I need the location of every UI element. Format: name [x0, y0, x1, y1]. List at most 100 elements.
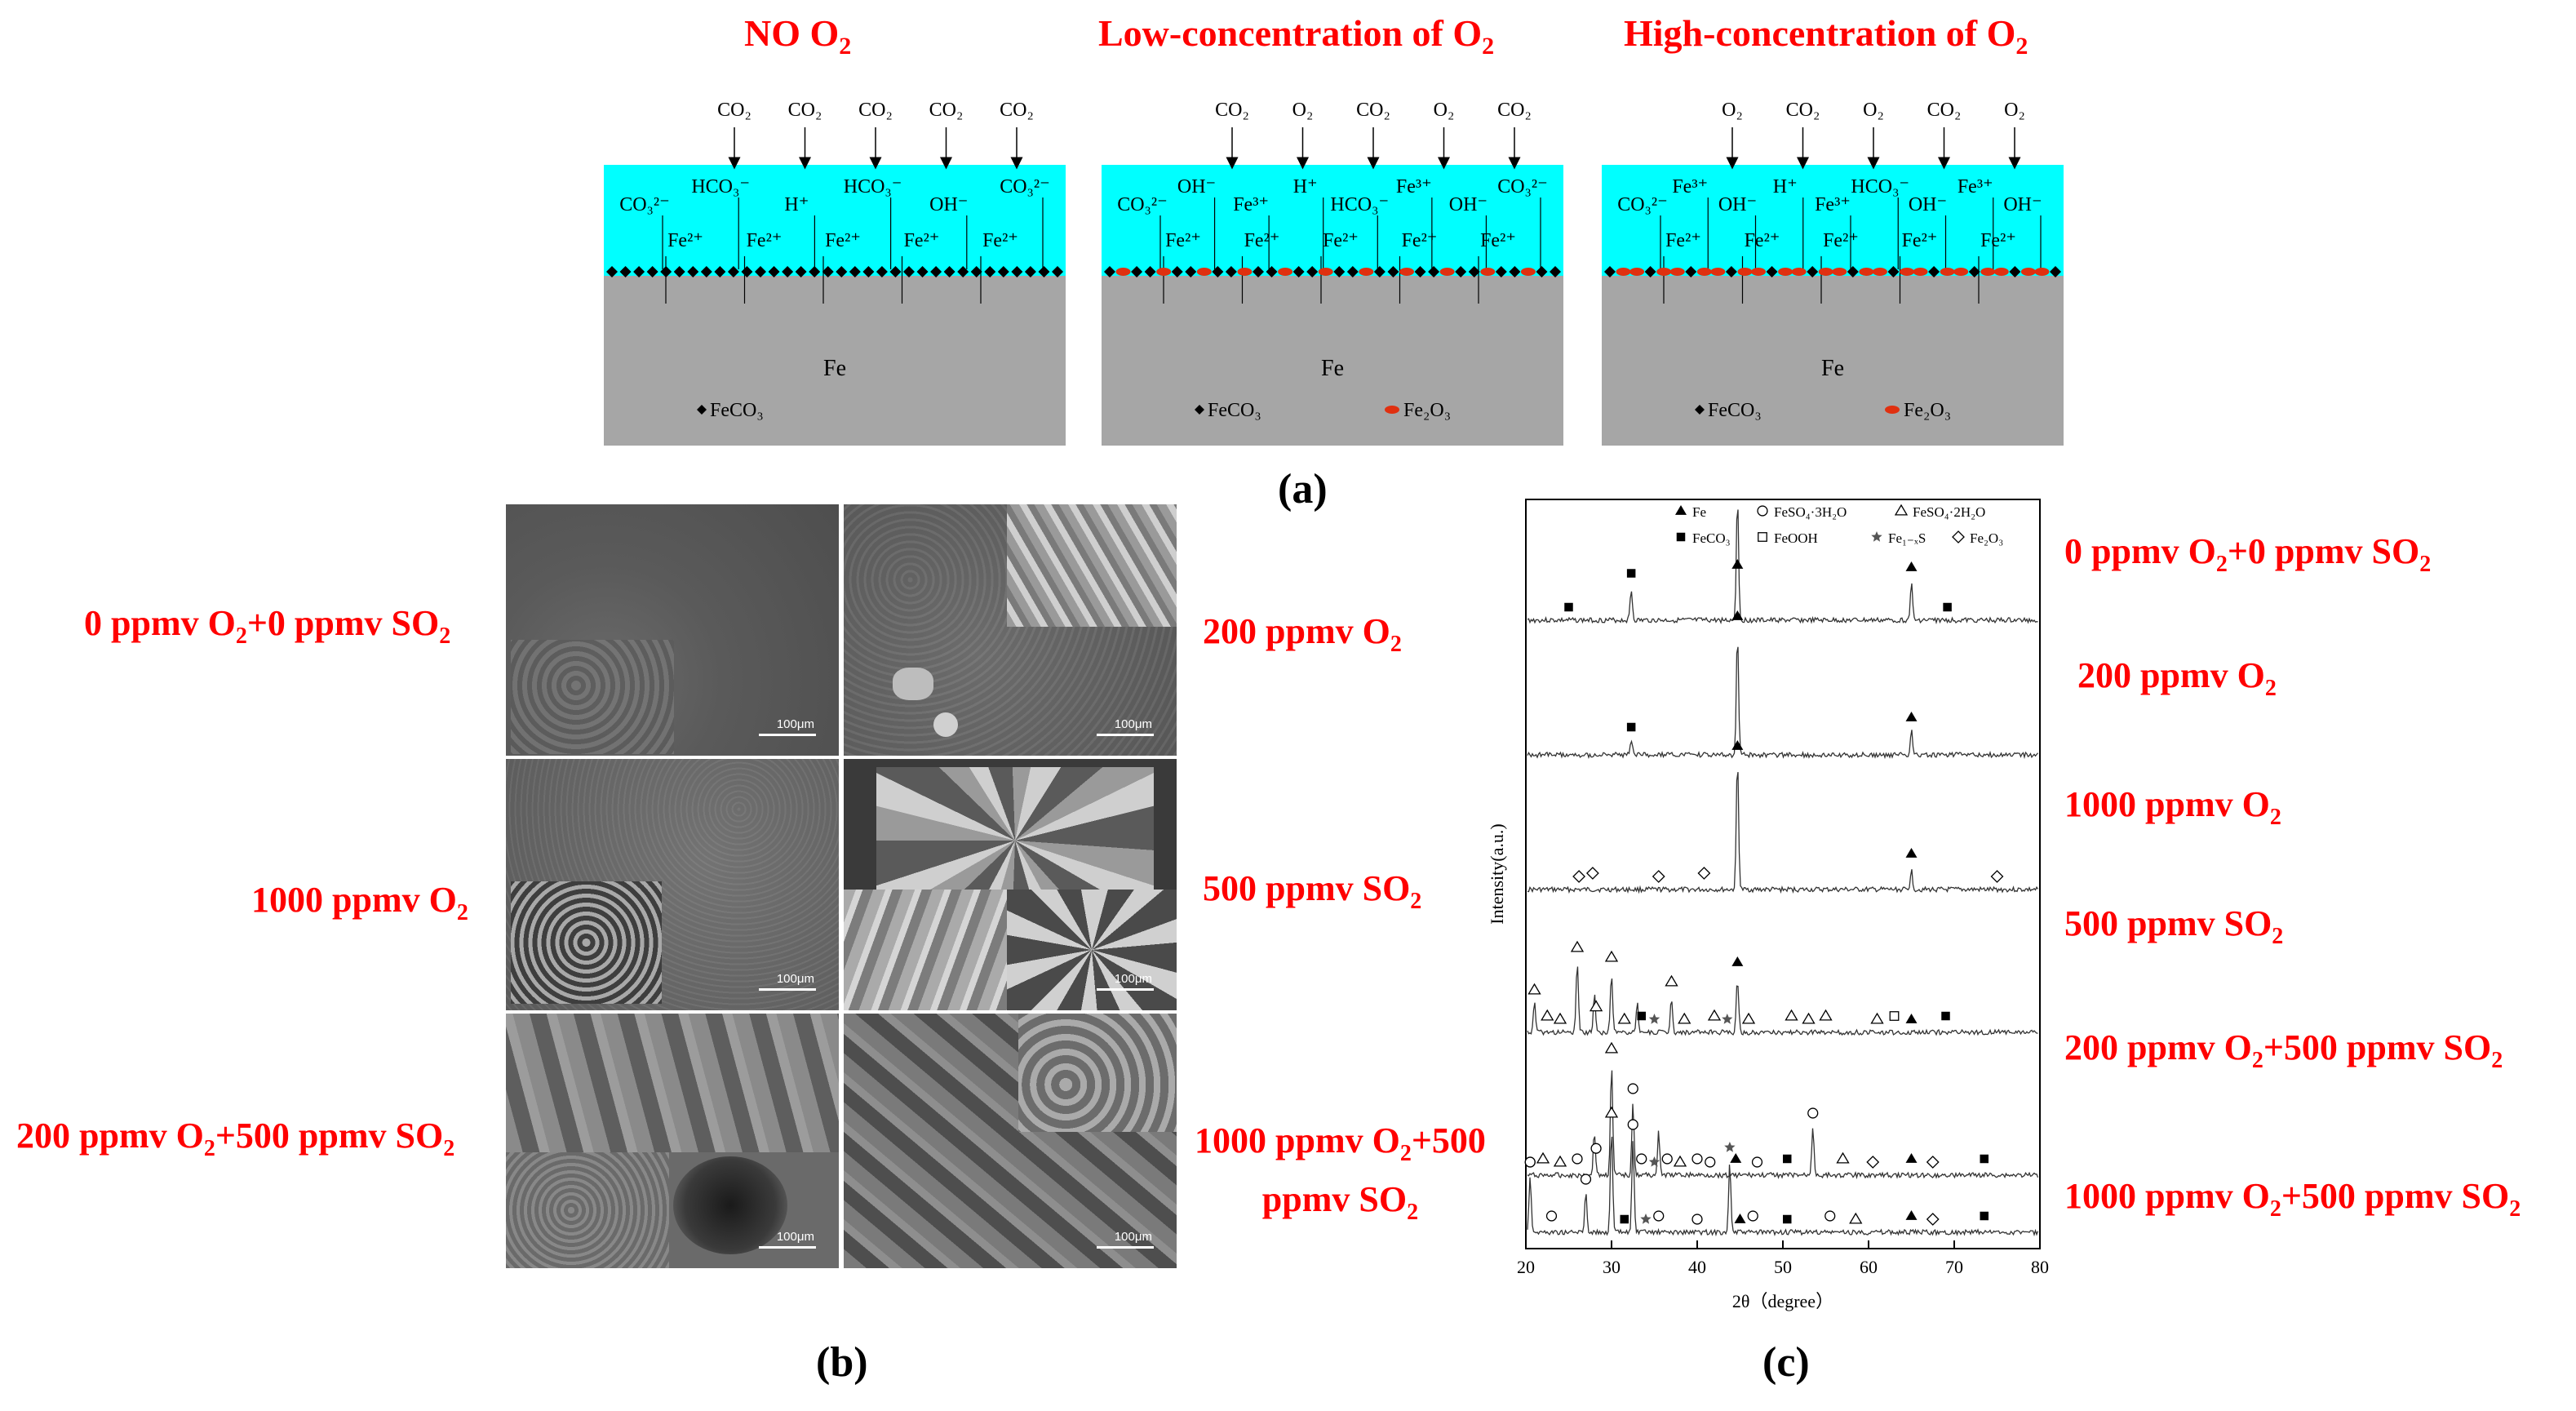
ion-label: Fe³⁺ — [1815, 194, 1851, 215]
feso4-2h2o-marker — [1541, 1009, 1554, 1021]
feco3-particle — [1225, 266, 1237, 277]
scale-bar-label: 100μm — [776, 972, 814, 986]
gas-label: CO₂ — [1786, 100, 1820, 121]
feso4-3h2o-marker — [1653, 1210, 1665, 1222]
x-tick-label: 70 — [1945, 1257, 1963, 1277]
feco3-particle — [1644, 266, 1656, 277]
fe2o3-particle — [1616, 268, 1631, 276]
sem-label-left-2: 1000 ppmv O2 — [251, 880, 468, 925]
feco3-marker — [1676, 532, 1686, 542]
feco3-particle — [1468, 266, 1480, 277]
feso4-3h2o-marker — [1751, 1156, 1763, 1168]
feso4-3h2o-marker — [1807, 1107, 1819, 1119]
feco3-particle — [862, 266, 875, 277]
ion-label: Fe²⁺ — [1745, 230, 1780, 251]
feco3-particle — [916, 266, 929, 277]
feco3-particle — [660, 266, 672, 277]
feco3-particle — [1968, 266, 1980, 277]
xrd-label-6: 1000 ppmv O2+500 ppmv SO2 — [2064, 1176, 2521, 1222]
fe2o3-particle — [1832, 268, 1847, 276]
feco3-particle — [2050, 266, 2061, 277]
scale-bar-label: 100μm — [1114, 717, 1152, 731]
plot-frame — [1525, 499, 2041, 1249]
feso4-2h2o-marker — [1870, 1012, 1884, 1024]
feco3-marker — [1980, 1211, 1989, 1221]
fe2o3-particle — [2034, 268, 2050, 276]
fe2o3-particle — [1696, 268, 1712, 276]
fe2o3-particle — [1196, 268, 1212, 276]
gas-label: O₂ — [1292, 100, 1314, 121]
ion-label: Fe²⁺ — [747, 230, 783, 251]
xrd-label-4: 500 ppmv SO2 — [2064, 903, 2284, 949]
xrd-pattern-line — [1527, 1136, 2039, 1237]
fe2o3-particle — [1737, 268, 1753, 276]
feco3-particle — [1011, 266, 1023, 277]
feco3-particle — [957, 266, 969, 277]
xrd-series-5 — [1524, 1041, 2039, 1180]
ion-label: OH⁻ — [1449, 194, 1488, 215]
fe-marker — [1731, 610, 1744, 620]
feco3-particle — [1847, 266, 1859, 277]
feco3-particle — [984, 266, 996, 277]
fe1-xs-marker — [1648, 1014, 1660, 1024]
legend-label: Fe₂O₃ — [1970, 530, 2003, 546]
xrd-label-1: 0 ppmv O2+0 ppmv SO2 — [2064, 531, 2432, 577]
legend-label: Fe — [1692, 504, 1706, 520]
sem-label-right-1: 200 ppmv O2 — [1203, 611, 1402, 657]
fe2o3-particle — [1318, 268, 1333, 276]
sem-image-200o2: 100μm — [844, 504, 1177, 756]
fe1-xs-marker — [1648, 1156, 1660, 1167]
fe-marker — [1734, 1214, 1746, 1223]
feco3-particle — [1887, 266, 1900, 277]
fe1-xs-marker — [1722, 1014, 1733, 1024]
feco3-particle — [1253, 266, 1264, 277]
gas-label: O₂ — [2004, 100, 2025, 121]
solution-layer — [604, 165, 1066, 276]
feco3-particle — [1550, 266, 1561, 277]
fe-marker — [1905, 561, 1918, 571]
feco3-particle — [889, 266, 902, 277]
feco3-particle — [1212, 266, 1224, 277]
feco3-particle — [687, 266, 699, 277]
gas-label: O₂ — [1434, 100, 1455, 121]
feco3-particle — [1928, 266, 1940, 277]
fe2o3-particle — [1859, 268, 1874, 276]
fe2o3-particle — [1359, 268, 1374, 276]
scale-bar-label: 100μm — [776, 1230, 814, 1244]
feco3-particle — [876, 266, 888, 277]
sem-label-left-3: 200 ppmv O2+500 ppmv SO2 — [16, 1116, 455, 1161]
ion-label: OH⁻ — [1177, 176, 1216, 197]
diagram-2-title: Low-concentration of O2 — [1098, 12, 1495, 60]
xrd-pattern-line — [1527, 509, 2038, 625]
feco3-particle — [1038, 266, 1050, 277]
x-tick-label: 30 — [1603, 1257, 1621, 1277]
fe2o3-particle — [1480, 268, 1496, 276]
fe2o3-particle — [1156, 268, 1172, 276]
fe1-xs-marker — [1640, 1214, 1652, 1224]
feso4-2h2o-marker — [1707, 1009, 1722, 1021]
feso4-2h2o-marker — [1673, 1155, 1687, 1167]
feco3-particle — [809, 266, 821, 277]
feco3-particle — [1509, 266, 1521, 277]
feco3-particle — [1306, 266, 1319, 277]
feso4-3h2o-marker — [1636, 1153, 1647, 1165]
gas-label: CO₂ — [1497, 100, 1532, 121]
feco3-particle — [741, 266, 753, 277]
panel-b-label: (b) — [816, 1339, 868, 1386]
feco3-particle — [1131, 266, 1143, 277]
feso4-3h2o-marker — [1572, 1153, 1583, 1165]
gas-label: CO₂ — [717, 100, 752, 121]
fe-marker — [1731, 740, 1744, 750]
diagram-2: CO₂ O₂ CO₂ O₂ CO₂ CO₃²⁻ OH⁻ Fe³⁺ H⁺ HCO₃⁻ Fe³⁺ OH⁻ C… — [1102, 100, 1563, 446]
ion-label: Fe²⁺ — [1902, 230, 1938, 251]
feco3-particle — [700, 266, 712, 277]
sem-label-left-1: 0 ppmv O2+0 ppmv SO2 — [84, 603, 451, 649]
fe2o3-particle — [1872, 268, 1887, 276]
solution-layer — [1102, 165, 1563, 276]
feso4-3h2o-marker — [1747, 1210, 1758, 1222]
feco3-particle — [1024, 266, 1036, 277]
feco3-marker — [1564, 602, 1573, 612]
feco3-particle — [1266, 266, 1278, 277]
feco3-particle — [849, 266, 861, 277]
feso4-3h2o-marker — [1524, 1156, 1536, 1168]
